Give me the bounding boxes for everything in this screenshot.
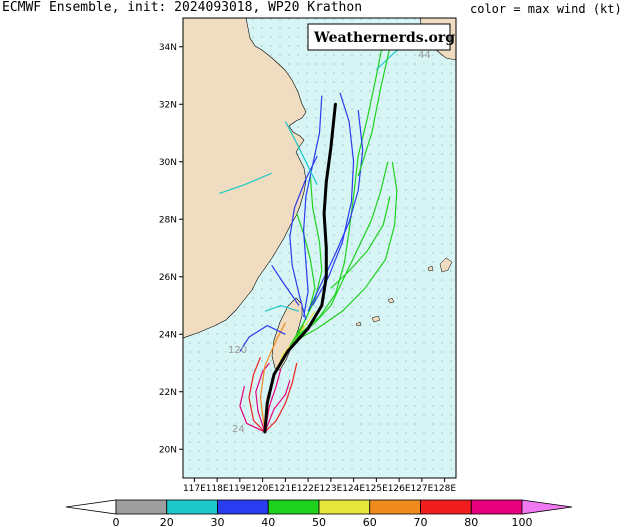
legend-label: color = max wind (kt) [470,2,622,16]
member-track-10 [296,213,316,338]
colorbar-tick-label: 80 [464,516,478,527]
lon-tick-label: 119E [228,484,251,494]
chart-title: ECMWF Ensemble, init: 2024093018, WP20 K… [2,0,363,15]
member-track-16 [239,324,286,352]
member-track-8 [294,161,389,341]
colorbar-segment-4 [267,499,320,515]
lon-tick-label: 128E [433,484,456,494]
lat-tick-label: 30N [159,158,177,168]
member-track-18 [284,121,318,186]
lat-tick-label: 32N [159,100,177,110]
colorbar-tick-label: 40 [261,516,275,527]
lat-tick-label: 34N [159,43,177,53]
annotation-120: 120 [228,345,247,356]
colorbar-segment-0 [65,499,117,515]
colorbar-segment-end [521,499,573,515]
land-china [183,18,307,339]
colorbar-tick-label: 0 [113,516,120,527]
ensemble-tracks [219,28,434,433]
member-track-17 [271,264,300,306]
mean-track [263,102,337,434]
lat-tick-label: 26N [159,273,177,283]
member-track-24 [239,385,266,433]
annotation-44: 44 [418,50,431,61]
member-track-15 [312,92,355,306]
lon-tick-label: 123E [319,484,342,494]
watermark-box: Weathernerds.org [307,23,455,51]
lat-tick-label: 24N [159,330,177,340]
lon-tick-label: 117E [183,484,206,494]
watermark-text: Weathernerds.org [313,30,455,46]
member-track-14 [289,155,318,321]
colorbar-tick-label: 70 [414,516,428,527]
colorbar-tick-label: 30 [211,516,225,527]
member-track-2 [248,357,266,433]
member-track-5 [259,322,286,433]
member-track-12 [302,95,323,318]
colorbar-segment-8 [470,499,523,515]
colorbar-segment-2 [166,499,218,515]
colorbar-tick-label: 20 [160,516,174,527]
lat-tick-label: 20N [159,445,177,455]
lon-tick-label: 125E [365,484,388,494]
colorbar-segment-6 [369,499,421,515]
lon-tick-label: 118E [206,484,229,494]
colorbar-segment-3 [217,499,269,515]
colorbar-tick-label: 50 [312,516,326,527]
island-ryukyu [355,257,453,327]
member-track-19 [219,172,272,194]
member-track-3 [264,380,291,433]
lat-tick-label: 22N [159,388,177,398]
longitude-axis: 117E 118E 119E 120E 121E 122E 123E 124E 125E 126E… [183,478,456,494]
annotation-24: 24 [232,424,245,435]
member-track-23 [330,196,391,289]
colorbar-tick-label: 100 [512,516,533,527]
member-track-13 [307,109,364,312]
lon-tick-label: 127E [410,484,433,494]
colorbar-segment-5 [318,499,371,515]
lon-tick-label: 126E [388,484,411,494]
colorbar-segment-1 [115,499,168,515]
map-frame [182,17,457,479]
member-track-20 [264,304,300,312]
lon-tick-label: 122E [297,484,320,494]
member-track-25 [264,362,298,433]
lon-tick-label: 124E [342,484,365,494]
colorbar-tick-label: 60 [363,516,377,527]
latitude-axis: 20N 22N 24N 26N 28N 30N 32N 34N [159,43,183,455]
lon-tick-label: 120E [251,484,274,494]
lat-tick-label: 28N [159,215,177,225]
colorbar: 0 20 30 40 50 60 70 80 100 [65,499,573,527]
lon-tick-label: 121E [274,484,297,494]
colorbar-segment-7 [420,499,472,515]
member-track-11 [291,161,398,344]
